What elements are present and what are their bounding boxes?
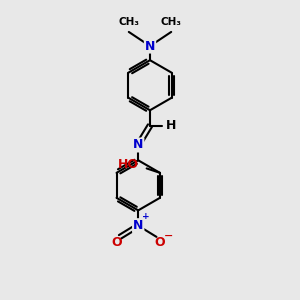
Text: O: O [155,236,165,249]
Text: H: H [166,119,177,132]
Text: +: + [142,212,149,221]
Text: HO: HO [117,158,138,171]
Text: −: − [164,230,173,240]
Text: N: N [133,219,143,232]
Text: CH₃: CH₃ [161,16,182,27]
Text: CH₃: CH₃ [118,16,139,27]
Text: N: N [133,139,143,152]
Text: O: O [111,236,122,249]
Text: N: N [145,40,155,52]
